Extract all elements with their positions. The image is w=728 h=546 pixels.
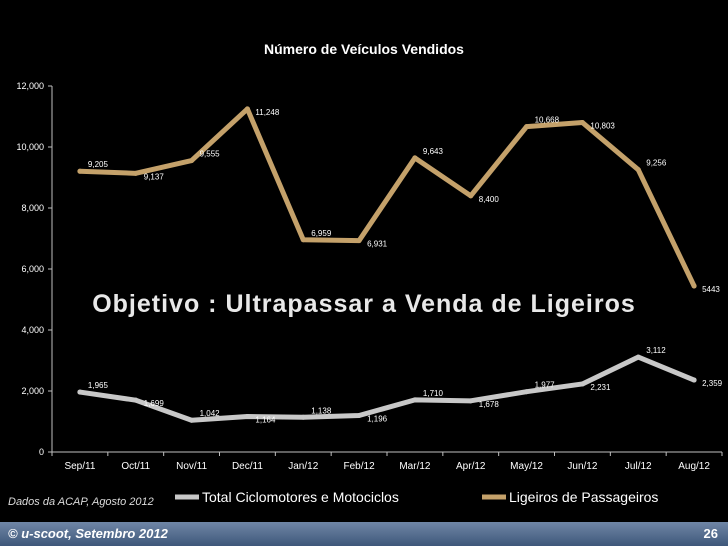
data-point [468, 193, 474, 199]
data-label: 2,359 [702, 379, 723, 388]
data-label: 2,231 [590, 383, 611, 392]
data-label: 10,803 [590, 122, 615, 131]
y-tick-label: 10,000 [16, 142, 44, 152]
series-line-2 [77, 106, 697, 289]
data-point [77, 168, 83, 174]
x-tick-label: Aug/12 [678, 461, 710, 472]
data-point [356, 238, 362, 244]
data-labels: 1,965 1,699 1,042 1,164 1,138 1,196 1,710 1,678… [88, 108, 723, 425]
y-tick-label: 0 [39, 447, 44, 457]
data-point [133, 397, 139, 403]
y-tick-label: 2,000 [21, 386, 44, 396]
data-label: 1,042 [200, 409, 221, 418]
data-label: 3,112 [646, 346, 666, 355]
data-label: 9,137 [144, 172, 165, 181]
y-tick-label: 8,000 [21, 203, 44, 213]
data-point [189, 417, 195, 423]
data-point [189, 158, 195, 164]
data-point [133, 170, 139, 176]
data-point [691, 283, 697, 289]
x-tick-label: Apr/12 [456, 461, 486, 472]
series-line-1 [77, 354, 697, 423]
legend-label: Total Ciclomotores e Motociclos [202, 489, 399, 505]
data-point [579, 120, 585, 126]
data-label: 5443 [702, 285, 720, 294]
data-point [524, 124, 530, 130]
x-tick-label: Jun/12 [567, 461, 597, 472]
data-point [244, 413, 250, 419]
page-number: 26 [703, 526, 718, 541]
data-point [244, 106, 250, 112]
data-label: 10,668 [535, 116, 560, 125]
data-point [579, 381, 585, 387]
data-label: 1,138 [311, 406, 332, 415]
y-tick-label: 12,000 [16, 81, 44, 91]
data-label: 9,256 [646, 159, 667, 168]
data-point [300, 237, 306, 243]
y-tick-label: 6,000 [21, 264, 44, 274]
y-tick-label: 4,000 [21, 325, 44, 335]
data-label: 1,710 [423, 389, 444, 398]
data-label: 6,959 [311, 229, 332, 238]
data-point [412, 155, 418, 161]
objective-headline: Objetivo : Ultrapassar a Venda de Ligeir… [92, 290, 636, 318]
data-label: 6,931 [367, 240, 388, 249]
data-point [524, 389, 530, 395]
data-label: 1,196 [367, 415, 388, 424]
chart-legend: Total Ciclomotores e Motociclos Ligeiros … [175, 489, 658, 505]
data-point [691, 377, 697, 383]
data-point [635, 167, 641, 173]
data-label: 9,205 [88, 160, 109, 169]
data-label: 11,248 [255, 108, 279, 117]
data-label: 9,555 [200, 150, 221, 159]
source-note: Dados da ACAP, Agosto 2012 [8, 496, 154, 508]
x-tick-label: Oct/11 [121, 461, 150, 472]
x-axis-ticks: Sep/11 Oct/11 Nov/11 Dec/11 Jan/12 Feb/12 Mar/… [51, 452, 723, 472]
data-label: 1,164 [255, 415, 276, 424]
x-tick-label: Dec/11 [232, 461, 263, 472]
x-tick-label: Jul/12 [625, 461, 652, 472]
legend-label: Ligeiros de Passageiros [509, 489, 658, 505]
footer-copyright: © u-scoot, Setembro 2012 [8, 526, 168, 541]
data-label: 1,699 [144, 399, 165, 408]
series-lines [77, 106, 697, 423]
x-tick-label: Jan/12 [288, 461, 318, 472]
data-label: 1,678 [479, 400, 500, 409]
data-point [468, 398, 474, 404]
sales-line-chart: Número de Veículos Vendidos 0 2,000 4,000 6… [16, 41, 723, 505]
data-label: 1,977 [535, 381, 556, 390]
data-point [412, 397, 418, 403]
x-tick-label: Nov/11 [176, 461, 207, 472]
x-tick-label: Mar/12 [399, 461, 431, 472]
footer-bar: © u-scoot, Setembro 2012 26 [0, 522, 728, 546]
data-point [356, 413, 362, 419]
x-tick-label: May/12 [510, 461, 543, 472]
x-tick-label: Feb/12 [344, 461, 376, 472]
data-label: 8,400 [479, 195, 500, 204]
chart-title: Número de Veículos Vendidos [264, 41, 464, 57]
y-axis-ticks: 0 2,000 4,000 6,000 8,000 10,000 12,000 [16, 81, 52, 457]
data-point [77, 389, 83, 395]
data-label: 1,965 [88, 381, 109, 390]
x-tick-label: Sep/11 [64, 461, 95, 472]
chart-axes [51, 86, 722, 453]
data-point [300, 414, 306, 420]
data-point [635, 354, 641, 360]
data-label: 9,643 [423, 147, 444, 156]
